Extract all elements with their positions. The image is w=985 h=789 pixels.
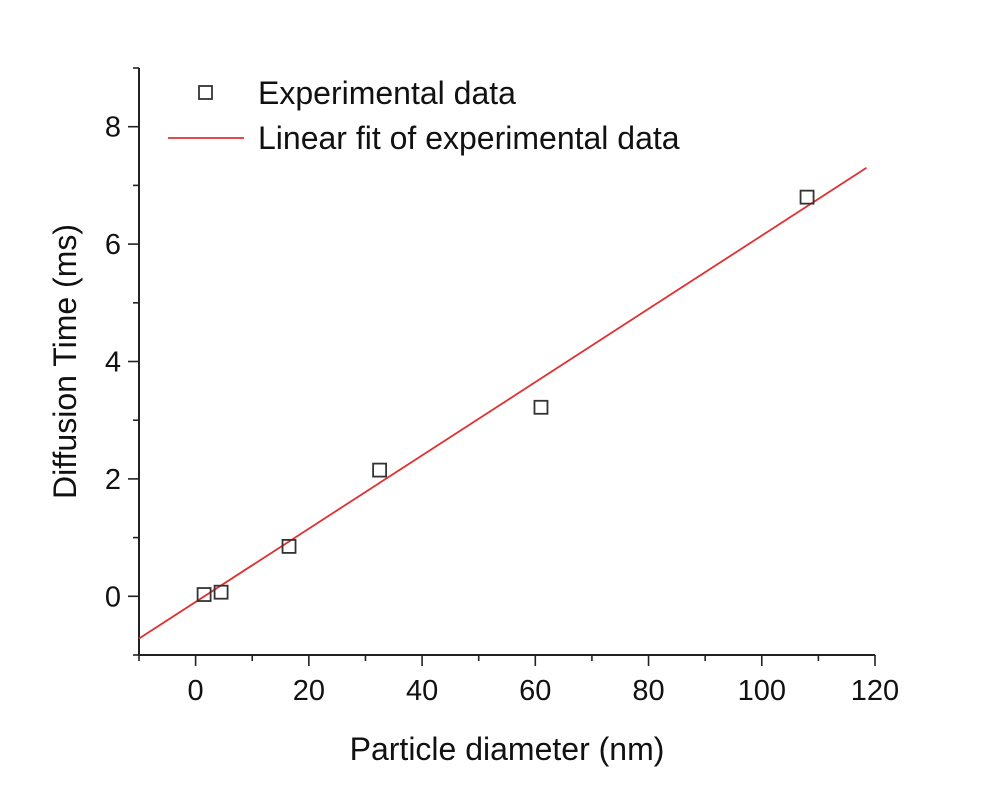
y-tick-label: 6	[105, 229, 121, 261]
plot-area	[138, 167, 867, 640]
x-tick-label: 80	[632, 675, 664, 707]
x-tick-label: 60	[519, 675, 551, 707]
legend-marker-experimental	[198, 85, 213, 100]
x-tick-label: 0	[188, 675, 204, 707]
y-axis-title: Diffusion Time (ms)	[47, 224, 83, 499]
data-point	[196, 587, 212, 602]
data-point	[533, 399, 549, 415]
y-tick-label: 8	[105, 112, 121, 144]
data-point	[213, 584, 229, 600]
minor-ticks	[133, 67, 820, 661]
y-tick-label: 0	[105, 581, 121, 613]
major-ticks	[128, 125, 876, 666]
legend-label-experimental: Experimental data	[258, 75, 516, 111]
legend: Experimental data Linear fit of experime…	[168, 75, 680, 156]
x-tick-label: 40	[406, 675, 438, 707]
x-tick-label: 100	[738, 675, 786, 707]
x-tick-label: 20	[293, 675, 325, 707]
data-point	[372, 462, 388, 478]
tick-labels: 0 20 40 60 80 100 120 0 2 4 6 8	[105, 112, 899, 707]
linear-fit-line	[138, 167, 867, 640]
x-axis-title: Particle diameter (nm)	[350, 731, 665, 767]
y-tick-label: 2	[105, 464, 121, 496]
data-point	[281, 539, 297, 554]
legend-label-fit: Linear fit of experimental data	[258, 120, 680, 156]
data-point	[799, 189, 815, 205]
y-tick-label: 4	[105, 347, 121, 379]
x-tick-label: 120	[851, 675, 899, 707]
